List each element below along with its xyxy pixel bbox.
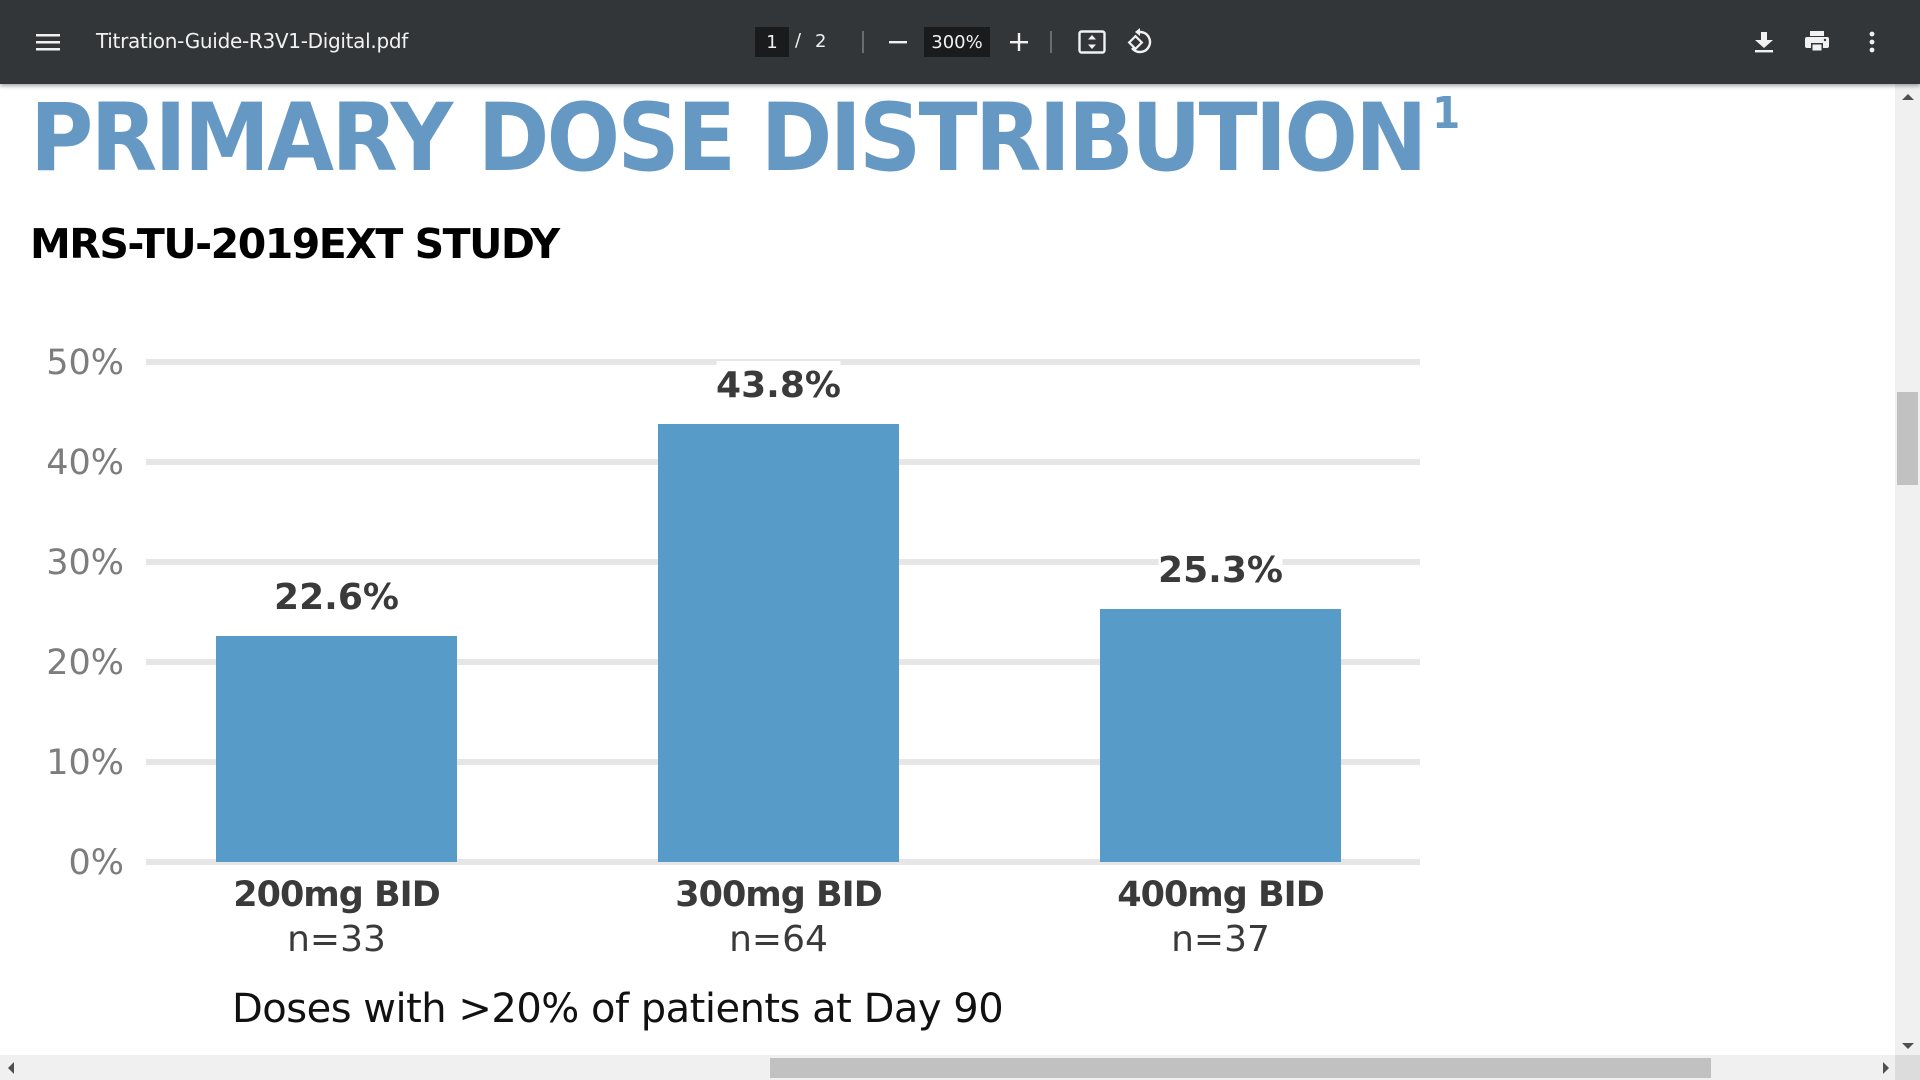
chart-caption: Doses with >20% of patients at Day 90 — [232, 986, 1004, 1032]
toolbar-divider — [862, 31, 864, 53]
print-button[interactable] — [1797, 22, 1837, 62]
value-label-background — [1158, 546, 1283, 592]
page-number-input[interactable] — [755, 27, 789, 57]
bars — [216, 424, 1341, 862]
value-labels: 22.6% 43.8% 25.3% — [274, 361, 1283, 619]
document-title-text: PRIMARY DOSE DISTRIBUTION — [30, 84, 1427, 193]
download-button[interactable] — [1744, 22, 1784, 62]
y-tick-label: 40% — [46, 443, 124, 483]
scrollbar-corner — [1895, 1055, 1920, 1080]
title-footnote-marker: 1 — [1432, 88, 1461, 139]
document-filename: Titration-Guide-R3V1-Digital.pdf — [96, 29, 408, 53]
zoom-out-button[interactable] — [878, 22, 918, 62]
scroll-left-arrow-icon[interactable] — [8, 1062, 14, 1074]
y-tick-label: 0% — [68, 843, 124, 883]
fit-to-page-button[interactable] — [1072, 22, 1112, 62]
minus-icon — [889, 41, 907, 44]
rotate-button[interactable] — [1120, 22, 1160, 62]
scroll-down-arrow-icon[interactable] — [1902, 1043, 1914, 1049]
x-category-sample-size: n=64 — [729, 919, 828, 960]
more-actions-button[interactable] — [1852, 22, 1892, 62]
y-tick-label: 50% — [46, 343, 124, 383]
menu-button[interactable] — [28, 22, 68, 62]
toolbar-divider — [1050, 31, 1052, 53]
x-category-sample-size: n=37 — [1171, 919, 1270, 960]
bar-value-label: 43.8% — [716, 365, 841, 406]
plus-icon — [1010, 33, 1028, 51]
bar-value-label: 25.3% — [1158, 550, 1283, 591]
x-category-label: 300mg BID — [675, 875, 882, 915]
pdf-toolbar: Titration-Guide-R3V1-Digital.pdf / 2 — [0, 0, 1920, 84]
x-category-label: 400mg BID — [1117, 875, 1324, 915]
y-tick-label: 10% — [46, 743, 124, 783]
horizontal-scroll-thumb[interactable] — [770, 1058, 1711, 1078]
hamburger-menu-icon — [36, 34, 60, 51]
bar — [658, 424, 899, 862]
zoom-level-input[interactable] — [924, 27, 990, 57]
bar-value-label: 22.6% — [274, 577, 399, 618]
y-tick-label: 30% — [46, 543, 124, 583]
more-vertical-icon — [1869, 31, 1875, 53]
bar — [1100, 609, 1341, 862]
rotate-counterclockwise-icon — [1127, 28, 1152, 54]
pdf-viewport: PRIMARY DOSE DISTRIBUTION 1 MRS-TU-2019EX… — [0, 84, 1895, 1055]
download-icon — [1755, 32, 1773, 53]
vertical-scrollbar[interactable] — [1895, 84, 1920, 1055]
scroll-up-arrow-icon[interactable] — [1902, 94, 1914, 100]
x-category-sample-size: n=33 — [287, 919, 386, 960]
print-icon — [1805, 31, 1829, 52]
scroll-right-arrow-icon[interactable] — [1883, 1062, 1889, 1074]
document-title: PRIMARY DOSE DISTRIBUTION 1 — [30, 84, 1460, 193]
page-separator: / — [795, 30, 802, 51]
y-tick-label: 20% — [46, 643, 124, 683]
value-label-background — [716, 361, 841, 407]
fit-to-page-icon — [1078, 30, 1106, 54]
vertical-scroll-thumb[interactable] — [1897, 392, 1918, 485]
horizontal-scrollbar[interactable] — [0, 1055, 1895, 1080]
bar-chart: 0% 10% 20% 30% 40% 50% 22.6% 43.8% 25.3% 200mg … — [46, 343, 1420, 960]
study-subtitle: MRS-TU-2019EXT STUDY — [30, 220, 560, 268]
value-label-background — [274, 573, 399, 619]
x-category-label: 200mg BID — [233, 875, 440, 915]
bar — [216, 636, 457, 862]
zoom-in-button[interactable] — [999, 22, 1039, 62]
total-pages: 2 — [815, 31, 827, 52]
y-axis-ticks: 0% 10% 20% 30% 40% 50% — [46, 343, 124, 883]
